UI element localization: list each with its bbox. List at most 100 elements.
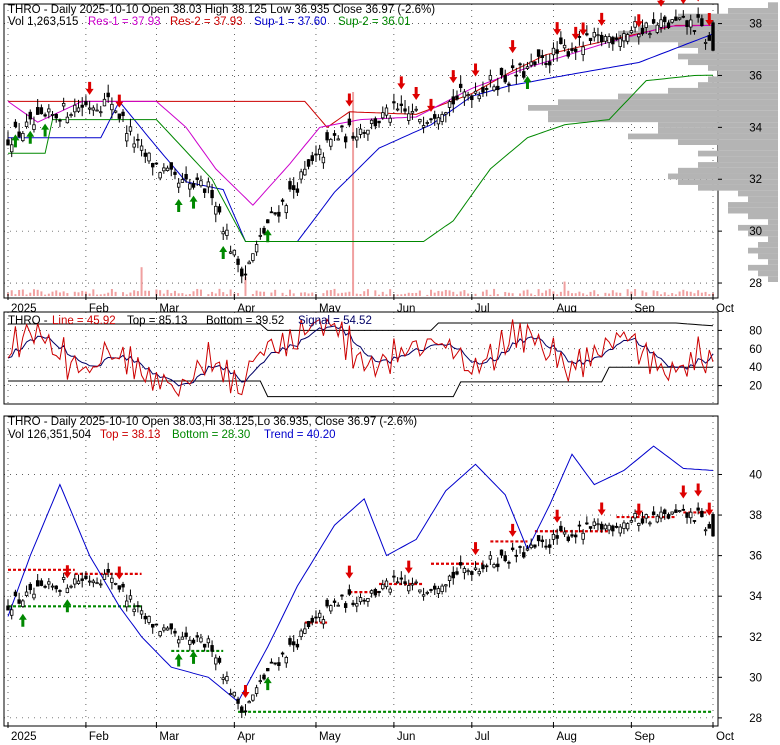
legend-line: Line = 45.92 [52,315,116,327]
candle-body [358,597,363,603]
down-arrow-icon [345,565,354,579]
candle-body [648,33,652,36]
candle-body [711,22,715,51]
candle-body [87,107,92,110]
volume-profile-bar [708,65,778,71]
down-arrow-icon [63,565,72,579]
volume-bar [693,293,696,296]
candle-body [306,159,311,167]
candle-body [262,227,266,234]
candle-body [17,131,21,137]
candle-body [689,19,693,28]
candle-body [577,524,582,527]
volume-bar [404,293,407,296]
candle-body [91,107,96,111]
volume-profile-bar [708,76,778,83]
candle-body [210,645,214,652]
candle-body [700,510,704,518]
candle-body [73,104,77,113]
candle-body [518,546,522,548]
candle-body [191,183,196,188]
candle-body [473,90,478,94]
candle-body [47,581,51,585]
candle-body [510,65,515,69]
candle-body [588,37,593,42]
candle-body [158,631,162,637]
legend-res2: Res-2 = 37.93 [170,16,243,28]
volume-bar [44,294,47,296]
trend-axis-tick-label: 38 [749,510,762,522]
down-arrow-icon [597,12,606,26]
volume-bar [448,290,451,296]
candle-body [162,627,166,631]
candle-body [685,512,689,518]
volume-bar [708,294,711,296]
candle-body [117,585,122,590]
down-arrow-icon [705,502,714,516]
oscillator-lines [7,318,714,398]
volume-bar [459,291,462,296]
volume-bar [192,291,195,296]
volume-bar [589,291,592,296]
candle-body [199,180,203,187]
candle-body [80,578,84,581]
volume-bar [88,293,91,296]
candle-body [65,587,70,593]
volume-bar [177,293,180,296]
candle-body [447,101,452,108]
candle-body [358,128,363,135]
candle-body [273,662,277,665]
candle-body [514,74,519,77]
volume-bar [162,293,165,296]
candle-body [544,545,548,548]
volume-bar [407,292,410,296]
volume-bar [29,292,32,296]
volume-bar [255,290,258,296]
volume-bar [129,292,132,296]
candle-body [184,174,188,180]
volume-bar [548,288,551,296]
candle-body [221,677,225,680]
volume-bar [671,293,674,296]
candle-body [637,33,641,38]
volume-bar [522,290,525,296]
volume-profile-bar [748,196,778,203]
candle-body [165,627,170,631]
sup2-line [8,74,714,242]
down-arrow-icon [579,22,588,36]
x-tick-label: Mar [159,731,179,743]
price-header: THRO - Daily 2025-10-10 Open 38.03 High … [8,4,435,28]
candle-body [54,585,58,590]
volume-profile-bar [668,173,778,180]
candle-body [154,162,159,165]
legend-signal: Signal = 54.52 [298,315,372,327]
candle-body [76,107,81,112]
trend-arrows [18,483,714,699]
candle-body [188,639,192,645]
volume-bar [73,291,76,296]
candle-body [136,138,140,141]
candle-body [436,588,441,594]
candle-body [102,98,107,107]
volume-bar [337,293,340,296]
volume-profile-bar [728,8,778,14]
volume-bar [507,292,510,296]
up-arrow-icon [263,229,272,243]
x-tick-label: Feb [89,731,109,743]
volume-profile-bar [758,253,778,260]
candle-body [466,570,470,573]
candle-body [670,511,674,515]
candle-body [551,47,556,56]
candle-body [251,694,255,701]
candle-body [288,181,292,190]
candle-body [596,34,600,37]
candle-body [165,167,170,172]
candle-body [24,121,29,127]
candle-body [451,96,455,105]
candle-body [559,525,563,532]
volume-bar [630,291,633,296]
candle-body [592,521,596,526]
candle-body [347,589,352,595]
volume-bar [674,294,677,296]
oscillator-prefix: THRO - [8,315,48,327]
